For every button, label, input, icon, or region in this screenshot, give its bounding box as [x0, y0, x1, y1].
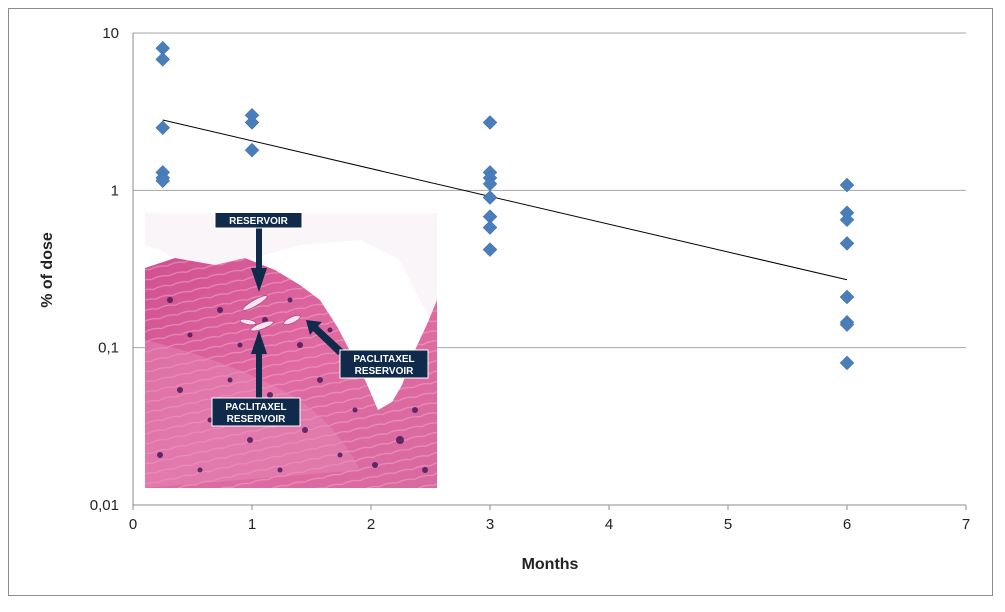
data-point	[482, 242, 498, 257]
data-point	[482, 220, 498, 235]
y-tick-label: 10	[102, 25, 119, 42]
x-tick-label: 1	[248, 516, 256, 533]
inset-label-2-line2: RESERVOIR	[355, 366, 414, 377]
axes	[132, 33, 966, 506]
data-point	[482, 115, 498, 130]
inset-label-1-line1: PACLITAXEL	[228, 204, 289, 215]
data-point	[155, 51, 171, 67]
x-tick-label: 4	[605, 516, 613, 533]
inset-arrows	[251, 226, 344, 400]
inset-lumen	[145, 213, 437, 330]
x-axis-title: Months	[522, 556, 579, 573]
data-point	[155, 120, 171, 136]
x-tick-label: 7	[962, 516, 970, 533]
inset-label-2: PACLITAXEL RESERVOIR	[339, 349, 429, 379]
trendline-group	[162, 119, 848, 281]
inset-nuclei	[157, 297, 428, 473]
x-tick-label: 5	[724, 516, 732, 533]
inset-label-3-line2: RESERVOIR	[227, 414, 286, 425]
y-tick-label: 0,01	[90, 497, 119, 514]
x-tick-labels: 0 1 2 3 4 5 6 7	[129, 505, 970, 533]
data-point	[839, 355, 855, 371]
x-tick-label: 0	[129, 516, 137, 533]
inset-label-1-line2: RESERVOIR	[229, 216, 288, 227]
data-point	[244, 142, 260, 158]
data-point	[839, 317, 855, 333]
inset-label-1: PACLITAXEL RESERVOIR	[214, 204, 303, 229]
trendline	[162, 119, 848, 281]
y-tick-labels: 10 1 0,1 0,01	[90, 25, 119, 514]
inset-label-2-line1: PACLITAXEL	[353, 354, 414, 365]
inset-reservoirs	[239, 295, 301, 332]
inset-label-3: PACLITAXEL RESERVOIR	[211, 397, 301, 427]
data-point	[155, 173, 171, 189]
y-tick-label: 1	[111, 182, 119, 199]
histology-inset: PACLITAXEL RESERVOIR PACLITAXEL RESERVOI…	[145, 204, 437, 488]
data-point	[839, 212, 855, 228]
data-point	[839, 177, 855, 193]
x-tick-label: 3	[486, 516, 494, 533]
inset-tissue-fibers	[145, 258, 437, 488]
x-tick-label: 2	[367, 516, 375, 533]
y-tick-label: 0,1	[98, 340, 119, 357]
data-points	[155, 40, 855, 371]
data-point	[839, 236, 855, 251]
data-point	[482, 190, 498, 205]
y-axis-title: % of dose	[39, 232, 56, 308]
data-point	[839, 289, 855, 305]
data-point	[244, 115, 260, 130]
inset-label-3-line1: PACLITAXEL	[225, 402, 286, 413]
x-tick-label: 6	[843, 516, 851, 533]
